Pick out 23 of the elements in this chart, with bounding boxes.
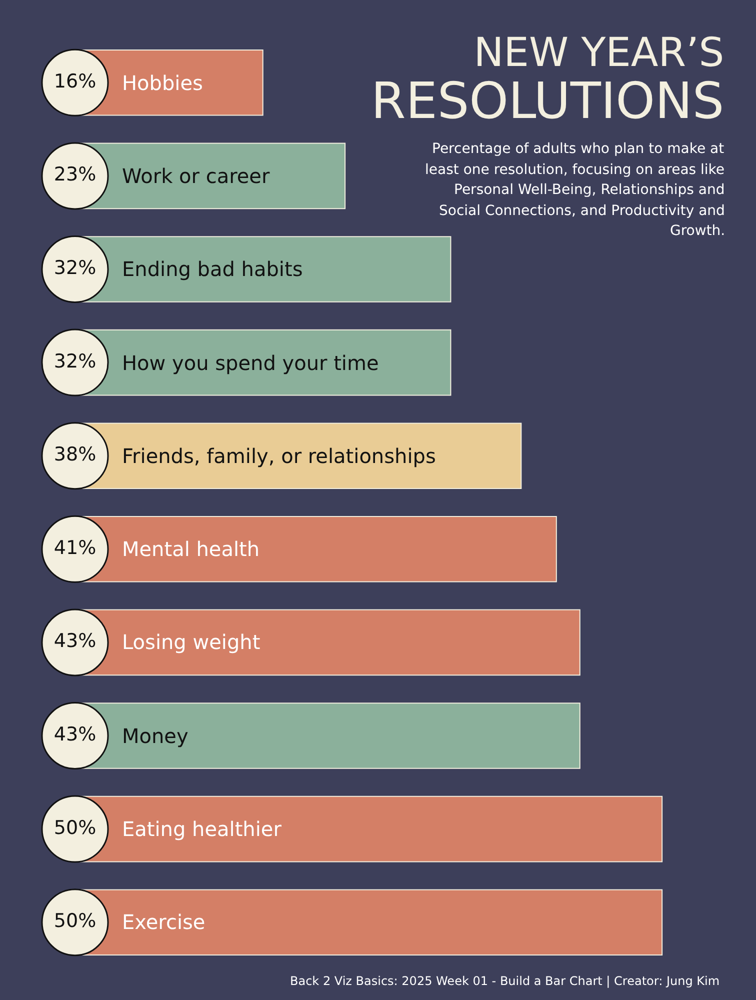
data-label: 43% [54, 724, 96, 746]
y-tick-label: Money [122, 724, 188, 748]
data-label: 43% [54, 630, 96, 652]
text: Percentage of adults who plan to make at least one resolution, focusing on areas like Personal Well-Being, Relationships and Social Connections, and Productivity and Growth. [425, 141, 726, 239]
y-tick-label: Losing weight [122, 630, 260, 654]
data-label: 38% [54, 444, 96, 466]
text: NEW YEAR’S RESOLUTIONS [371, 30, 724, 130]
data-label: 32% [54, 257, 96, 279]
data-label: 41% [54, 536, 96, 559]
y-tick-label: Exercise [122, 910, 206, 934]
y-tick-label: Friends, family, or relationships [122, 444, 436, 468]
annotation: Back 2 Viz Basics: 2025 Week 01 - Build a Bar Chart | Creator: Jung Kim [290, 974, 720, 988]
y-tick-label: Work or career [122, 164, 270, 188]
data-label: 50% [54, 910, 96, 932]
data-label: 23% [54, 164, 96, 186]
y-tick-label: Mental health [122, 537, 260, 561]
y-tick-label: Eating healthier [122, 817, 282, 841]
y-tick-label: How you spend your time [122, 351, 379, 375]
y-tick-label: Hobbies [122, 71, 203, 95]
data-label: 32% [54, 350, 96, 372]
data-label: 50% [54, 816, 96, 839]
data-label: 16% [54, 70, 96, 92]
y-tick-label: Ending bad habits [122, 257, 303, 281]
